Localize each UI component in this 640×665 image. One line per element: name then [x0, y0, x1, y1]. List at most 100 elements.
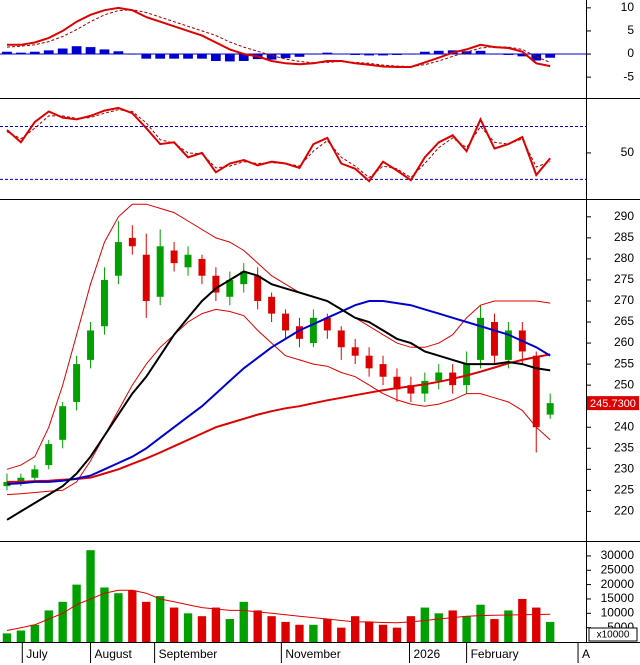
histogram-bar [419, 51, 430, 55]
line [6, 9, 551, 68]
histogram-bar [57, 48, 68, 55]
y-tick-label: 5 [627, 23, 634, 37]
histogram-bar [211, 54, 221, 61]
candle-body [31, 469, 39, 478]
y-tick-label: 270 [614, 293, 634, 307]
volume-bar [156, 596, 165, 642]
last-price-label: 245.7300 [590, 398, 636, 410]
candle-body [73, 364, 81, 402]
unit-box [588, 627, 638, 642]
line [7, 353, 551, 483]
candle-body [282, 313, 290, 331]
y-tick-label: 235 [614, 440, 634, 454]
candle-body [407, 385, 415, 394]
histogram-bar [280, 54, 291, 59]
candle-body [212, 275, 220, 293]
candle-body [351, 347, 359, 356]
volume-bar [58, 601, 67, 642]
candle-body [142, 254, 150, 301]
candle-body [17, 477, 25, 482]
volume-bar [295, 624, 304, 642]
candle-body [504, 330, 512, 360]
candle-body [295, 326, 303, 339]
volume-bar [128, 590, 137, 642]
volume-bar [225, 619, 234, 642]
x-tick-label: February [471, 647, 519, 661]
volume-bar [2, 633, 12, 642]
histogram-bar [16, 52, 26, 55]
line [6, 270, 551, 521]
volume-bar [100, 587, 109, 642]
histogram-bar [308, 54, 319, 55]
unit-label: x10000 [597, 630, 630, 641]
volume-bar [462, 616, 471, 642]
candle-body [59, 406, 67, 440]
histogram-bar [85, 47, 96, 55]
histogram-bar [322, 52, 333, 55]
histogram-bar [29, 51, 40, 55]
candle-body [546, 403, 554, 415]
line [6, 106, 551, 183]
y-tick-label: 10000 [601, 605, 635, 619]
y-tick-label: 30000 [601, 548, 635, 562]
volume-bar [420, 607, 429, 642]
volume-bar [16, 630, 26, 642]
volume-bar [267, 616, 276, 642]
histogram-bar [545, 54, 556, 58]
histogram-bar [71, 46, 82, 55]
y-tick-label: 15000 [601, 591, 635, 605]
y-tick-label: 20000 [601, 577, 635, 591]
candle-body [309, 317, 317, 344]
candle-body [198, 258, 206, 276]
y-tick-label: 225 [614, 483, 634, 497]
histogram-bar [294, 54, 305, 57]
candle-body [435, 372, 443, 381]
histogram-bar [433, 50, 444, 55]
histogram-bar [43, 50, 54, 55]
histogram-bar [378, 54, 388, 56]
candle-body [379, 364, 387, 377]
line [6, 308, 551, 496]
x-tick-label: 2026 [414, 647, 441, 661]
candle-body [337, 330, 345, 348]
volume-bar [86, 550, 95, 642]
histogram-bar [364, 54, 374, 56]
volume-bar [337, 627, 346, 642]
histogram-bar [406, 54, 416, 55]
line [6, 300, 551, 485]
y-tick-label: 275 [614, 272, 634, 286]
line [7, 6, 551, 68]
volume-bar [239, 601, 248, 642]
histogram-bar [183, 54, 193, 59]
candle-body [240, 271, 248, 285]
volume-bar [504, 610, 513, 642]
candle-body [490, 322, 498, 356]
x-tick-label: September [159, 647, 218, 661]
histogram-bar [2, 51, 12, 55]
histogram-bar [489, 54, 500, 55]
volume-bar [169, 607, 179, 642]
histogram-bar [336, 53, 347, 55]
histogram-bar [127, 54, 138, 55]
candle-body [87, 330, 95, 360]
volume-bar [546, 621, 555, 642]
volume-bar [448, 610, 457, 642]
histogram-bar [224, 54, 235, 62]
candle-body [532, 355, 540, 428]
candle-body [45, 444, 53, 466]
volume-bar [392, 627, 402, 642]
y-tick-label: 280 [614, 251, 634, 265]
candle-body [421, 380, 429, 394]
histogram-bar [141, 54, 152, 59]
line [6, 203, 551, 470]
volume-bar [30, 624, 39, 642]
y-tick-label: 230 [614, 461, 634, 475]
y-tick-label: 240 [614, 419, 634, 433]
y-tick-label: 265 [614, 314, 634, 328]
histogram-bar [392, 54, 402, 55]
candle-body [477, 317, 485, 360]
candle-body [323, 317, 331, 331]
volume-bar [351, 616, 360, 642]
candle-body [254, 275, 262, 301]
histogram-bar [503, 54, 514, 55]
